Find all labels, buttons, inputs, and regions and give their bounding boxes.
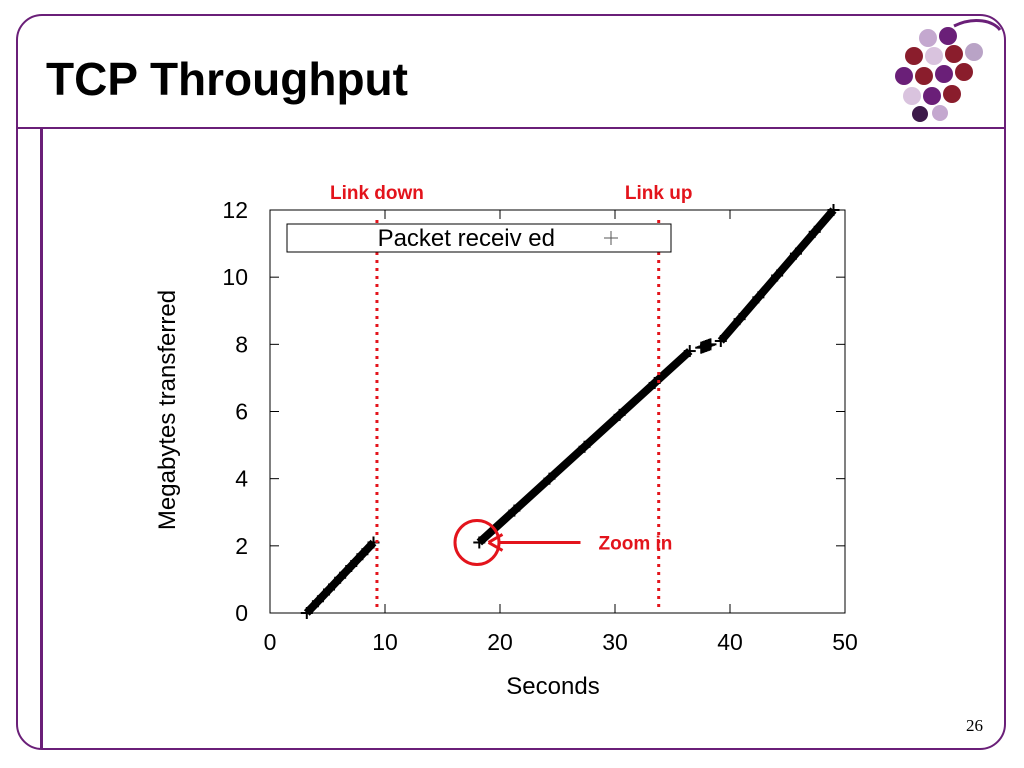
data-point-marker	[789, 247, 802, 260]
data-point-marker	[543, 472, 556, 485]
data-point-marker	[300, 607, 313, 619]
annotation-label: Link up	[625, 183, 693, 204]
annotation-label: Zoom in	[599, 533, 673, 554]
data-point-marker	[752, 291, 765, 304]
data-point-marker	[714, 334, 727, 347]
legend-marker	[604, 231, 618, 245]
y-axis-title: Megabytes transferred	[154, 290, 181, 530]
data-point-marker	[808, 225, 821, 238]
data-point-marker	[356, 548, 369, 561]
y-tick-label: 0	[235, 600, 248, 626]
plot-frame	[269, 209, 846, 614]
slide-frame	[16, 14, 1006, 750]
data-point-marker	[733, 313, 746, 326]
x-tick-label: 0	[264, 629, 277, 655]
y-tick-label: 12	[222, 197, 248, 223]
x-tick-label: 20	[487, 629, 513, 655]
data-point-marker	[827, 204, 840, 216]
data-point-marker	[473, 536, 486, 549]
data-point-marker	[613, 408, 626, 421]
x-tick-label: 40	[717, 629, 743, 655]
y-tick-label: 2	[235, 533, 248, 559]
x-tick-label: 50	[832, 629, 858, 655]
x-axis-title: Seconds	[506, 673, 599, 700]
grapes-logo-icon	[895, 19, 1002, 122]
slide-title: TCP Throughput	[46, 53, 408, 105]
data-point-marker	[334, 571, 347, 584]
page-number: 26	[966, 716, 983, 735]
left-accent-bar	[40, 129, 43, 749]
y-tick-label: 6	[235, 399, 248, 425]
data-point-marker	[323, 583, 336, 596]
y-tick-label: 4	[235, 466, 248, 492]
data-point-marker	[508, 504, 521, 517]
data-point-marker	[311, 595, 324, 608]
x-tick-label: 30	[602, 629, 628, 655]
data-point-marker	[771, 269, 784, 282]
data-point-marker	[704, 338, 717, 351]
legend-label: Packet receiv ed	[378, 225, 555, 252]
data-point-marker	[683, 345, 696, 358]
y-tick-label: 8	[235, 331, 248, 357]
annotation-arrow-head	[487, 533, 504, 552]
data-point-marker	[578, 440, 591, 453]
y-tick-label: 10	[222, 264, 248, 290]
title-divider	[17, 127, 1005, 129]
x-tick-label: 10	[372, 629, 398, 655]
annotation-label: Link down	[330, 183, 424, 204]
data-point-marker	[345, 559, 358, 572]
